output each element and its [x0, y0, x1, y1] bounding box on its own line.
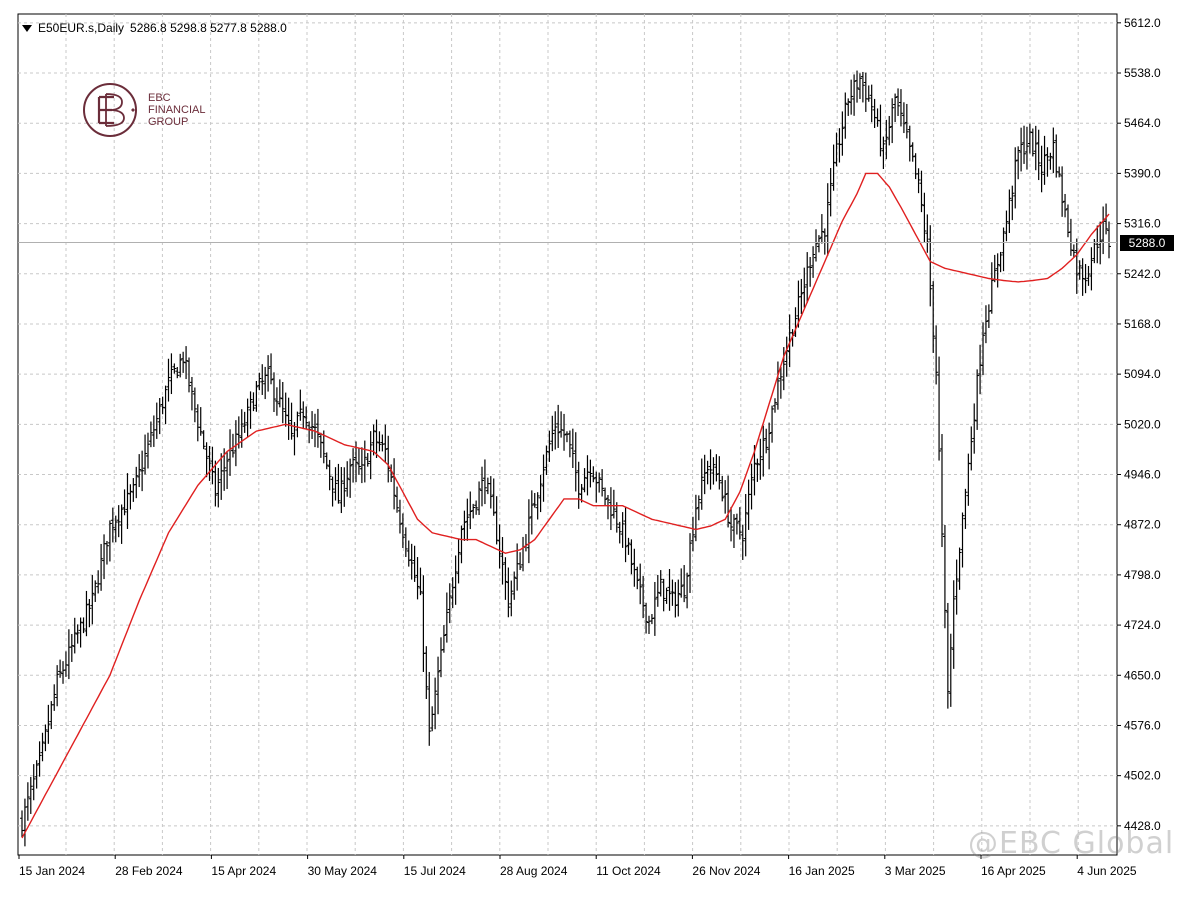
y-tick-label: 5538.0: [1124, 66, 1161, 80]
x-tick-label: 15 Jan 2024: [19, 864, 85, 878]
ohlc-values: 5286.8 5298.8 5277.8 5288.0: [130, 21, 287, 35]
x-tick-label: 26 Nov 2024: [692, 864, 760, 878]
ebc-logo: EBC FINANCIAL GROUP: [82, 82, 242, 142]
y-tick-label: 5168.0: [1124, 317, 1161, 331]
y-tick-label: 4798.0: [1124, 568, 1161, 582]
x-tick-label: 16 Apr 2025: [981, 864, 1046, 878]
x-tick-label: 3 Mar 2025: [885, 864, 946, 878]
y-tick-label: 5316.0: [1124, 217, 1161, 231]
logo-line-group: GROUP: [148, 116, 189, 128]
y-tick-label: 5390.0: [1124, 166, 1161, 180]
x-tick-label: 15 Jul 2024: [404, 864, 466, 878]
y-tick-label: 5464.0: [1124, 116, 1161, 130]
y-tick-label: 4428.0: [1124, 819, 1161, 833]
y-tick-label: 4650.0: [1124, 668, 1161, 682]
x-tick-label: 16 Jan 2025: [789, 864, 855, 878]
plot-frame: [17, 13, 1118, 856]
y-tick-label: 4724.0: [1124, 618, 1161, 632]
x-tick-label: 30 May 2024: [308, 864, 378, 878]
y-tick-label: 4502.0: [1124, 769, 1161, 783]
y-tick-label: 4872.0: [1124, 518, 1161, 532]
y-tick-label: 5020.0: [1124, 417, 1161, 431]
ebc-monogram-icon: [83, 83, 137, 137]
y-tick-label: 5242.0: [1124, 267, 1161, 281]
chart-header: E50EUR.s,Daily 5286.8 5298.8 5277.8 5288…: [22, 21, 287, 35]
y-tick-label: 4576.0: [1124, 718, 1161, 732]
x-tick-label: 28 Feb 2024: [115, 864, 183, 878]
logo-line-ebc: EBC: [148, 92, 171, 104]
triangle-down-icon[interactable]: [22, 24, 32, 32]
symbol-label: E50EUR.s,Daily: [38, 21, 125, 35]
y-tick-label: 5612.0: [1124, 16, 1161, 30]
last-price-label: 5288.0: [1120, 234, 1174, 251]
logo-line-financial: FINANCIAL: [148, 104, 206, 116]
moving-average-line: [21, 172, 1110, 839]
x-tick-label: 15 Apr 2024: [211, 864, 276, 878]
watermark-text: @EBC Global: [968, 826, 1175, 861]
x-tick-label: 11 Oct 2024: [596, 864, 661, 878]
y-tick-label: 4946.0: [1124, 468, 1161, 482]
x-tick-label: 28 Aug 2024: [500, 864, 568, 878]
x-tick-label: 4 Jun 2025: [1077, 864, 1137, 878]
y-tick-label: 5094.0: [1124, 367, 1161, 381]
